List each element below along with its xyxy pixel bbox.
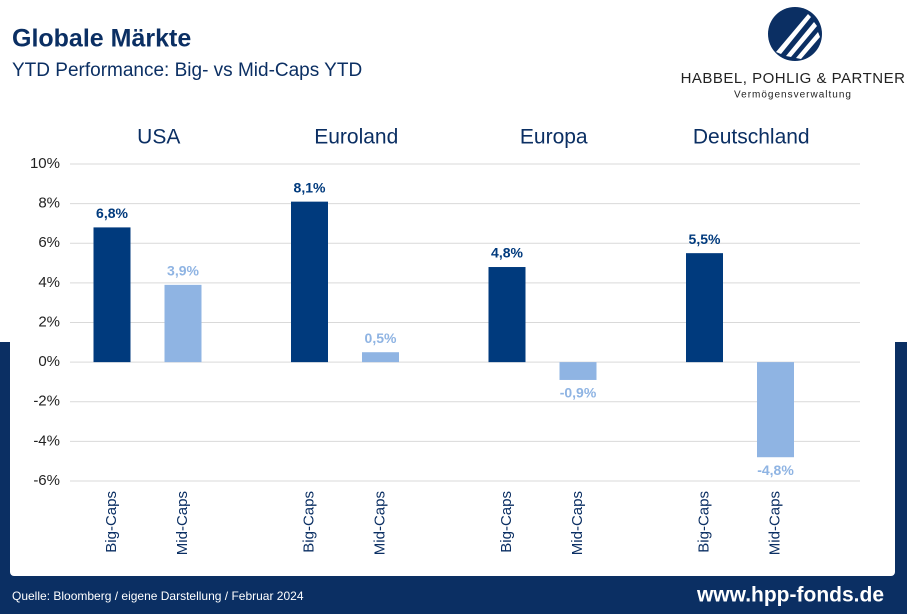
- bar: [93, 227, 131, 363]
- bar: [488, 267, 526, 363]
- title: Globale Märkte: [12, 25, 191, 53]
- bar: [164, 284, 202, 363]
- website: www.hpp-fonds.de: [696, 584, 884, 607]
- y-tick-label: 6%: [38, 234, 60, 251]
- card: [10, 0, 895, 576]
- y-tick-label: -4%: [33, 432, 60, 449]
- x-tick-label: Mid-Caps: [371, 491, 388, 555]
- value-label: 6,8%: [96, 205, 128, 221]
- y-tick-label: 2%: [38, 313, 60, 330]
- logo-icon: [768, 7, 822, 61]
- bar: [757, 362, 794, 458]
- y-tick-label: -6%: [33, 472, 60, 489]
- y-tick-label: 8%: [38, 195, 60, 212]
- group-label: USA: [137, 126, 180, 149]
- value-label: 3,9%: [167, 263, 199, 279]
- bar: [559, 362, 597, 380]
- y-tick-label: 0%: [38, 353, 60, 370]
- bar: [686, 253, 723, 363]
- y-tick-label: 4%: [38, 274, 60, 291]
- value-label: -4,8%: [757, 462, 794, 478]
- logo-stripes: [776, 14, 820, 59]
- logo-tagline: Vermögensverwaltung: [734, 90, 852, 101]
- subtitle: YTD Performance: Big- vs Mid-Caps YTD: [12, 60, 362, 81]
- bar: [291, 201, 328, 363]
- value-label: 0,5%: [365, 330, 397, 346]
- group-label: Europa: [520, 126, 588, 149]
- x-tick-label: Mid-Caps: [766, 491, 783, 555]
- value-label: 4,8%: [491, 245, 523, 261]
- x-tick-label: Big-Caps: [103, 491, 120, 553]
- x-tick-label: Big-Caps: [300, 491, 317, 553]
- y-tick-label: -2%: [33, 393, 60, 410]
- y-tick-label: 10%: [30, 155, 60, 172]
- x-tick-label: Mid-Caps: [569, 491, 586, 555]
- x-tick-label: Mid-Caps: [174, 491, 191, 555]
- logo-name: HABBEL, POHLIG & PARTNER: [681, 70, 906, 87]
- group-label: Deutschland: [693, 126, 810, 149]
- value-label: -0,9%: [560, 385, 597, 401]
- bar: [362, 352, 399, 363]
- x-tick-label: Big-Caps: [695, 491, 712, 553]
- group-label: Euroland: [314, 126, 398, 149]
- plot: -6% -4% -2% 0% 2% 4% 6% 8% 10% USA 6,8% Big-Caps 3,9…: [30, 126, 860, 555]
- x-tick-label: Big-Caps: [498, 491, 515, 553]
- source: Quelle: Bloomberg / eigene Darstellung /…: [12, 589, 304, 603]
- value-label: 8,1%: [294, 179, 326, 195]
- value-label: 5,5%: [689, 231, 721, 247]
